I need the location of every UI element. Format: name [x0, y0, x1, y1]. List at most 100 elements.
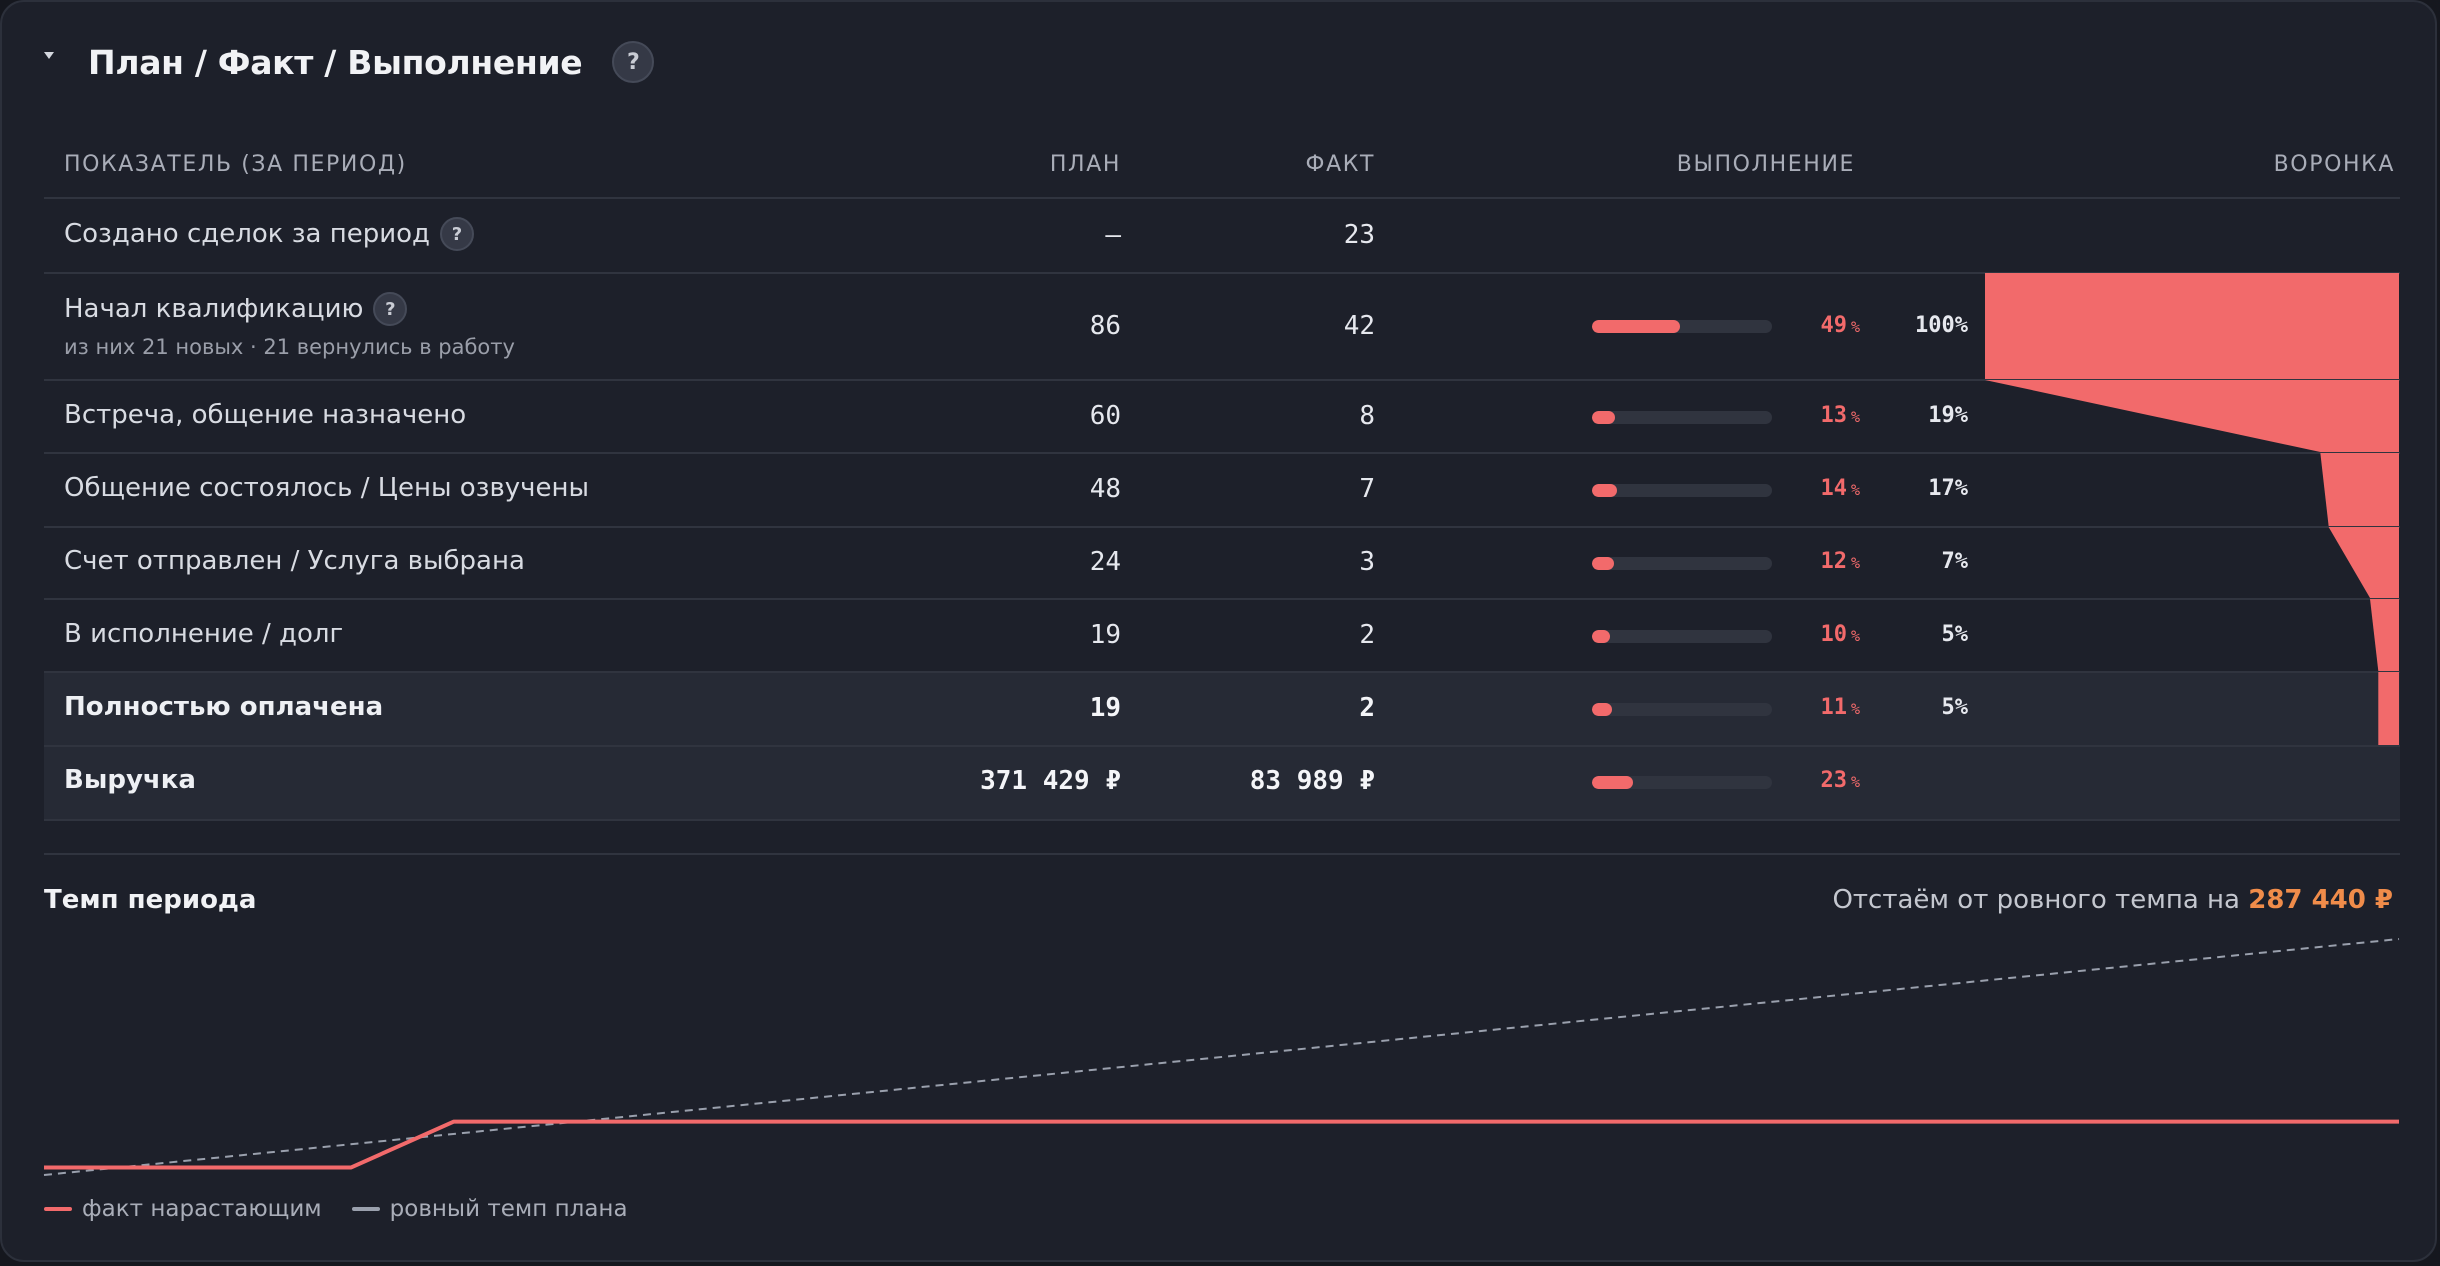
row-label: Выручка [64, 765, 196, 795]
percent-unit: % [1850, 627, 1860, 645]
progress-fill [1592, 411, 1616, 424]
row-label: Полностью оплачена [64, 692, 384, 722]
funnel-conversion: 5% [1941, 695, 1969, 720]
funnel-segment [2370, 599, 2399, 671]
funnel-segment [2378, 672, 2399, 745]
divider [44, 819, 2400, 821]
fact-value: 83 989 ₽ [1249, 766, 1375, 796]
divider [44, 197, 2400, 199]
progress-fill [1592, 630, 1610, 643]
funnel-conversion: 7% [1941, 549, 1969, 574]
row-label: Встреча, общение назначено [64, 400, 467, 430]
completion-value: 23 [1820, 768, 1847, 793]
fact-value: 42 [1343, 311, 1375, 341]
progress-bar [1592, 703, 1772, 716]
plan-value: 19 [1089, 693, 1121, 723]
table-row: Выручка [64, 765, 196, 795]
completion-percent: 13% [1750, 403, 1860, 428]
completion-value: 12 [1820, 549, 1847, 574]
fact-cumulative-line [44, 1119, 2399, 1170]
completion-value: 14 [1820, 476, 1847, 501]
row-label: В исполнение / долг [64, 619, 344, 649]
progress-fill [1592, 703, 1612, 716]
help-icon[interactable]: ? [440, 217, 475, 251]
completion-percent: 10% [1750, 622, 1860, 647]
header-completion: ВЫПОЛНЕНИЕ [1676, 152, 1855, 177]
divider [44, 272, 2400, 274]
fact-value: 2 [1359, 620, 1375, 650]
progress-fill [1592, 557, 1614, 570]
plan-value: — [1105, 220, 1121, 250]
header-plan: ПЛАН [1049, 152, 1121, 177]
header-fact: ФАКТ [1305, 152, 1375, 177]
legend-fact-label: факт нарастающим [82, 1196, 322, 1222]
funnel-conversion: 17% [1928, 476, 1968, 501]
progress-bar [1592, 320, 1772, 333]
table-row: В исполнение / долг [64, 619, 343, 649]
legend-fact-swatch [44, 1207, 72, 1211]
divider [44, 598, 2400, 600]
progress-bar [1592, 484, 1772, 497]
completion-percent: 11% [1750, 695, 1860, 720]
divider [44, 526, 2400, 528]
funnel-segment [2320, 453, 2399, 526]
row-label: Начал квалификацию [64, 294, 364, 324]
plan-value: 19 [1089, 620, 1121, 650]
legend-plan-swatch [351, 1207, 380, 1211]
progress-fill [1592, 776, 1634, 789]
percent-unit: % [1850, 318, 1860, 336]
plan-value: 60 [1089, 401, 1121, 431]
lag-text: Отстаём от ровного темпа на [1832, 885, 2240, 915]
table-row: Встреча, общение назначено [64, 400, 466, 430]
panel-header: План / Факт / Выполнение ? [44, 32, 655, 92]
progress-fill [1592, 320, 1681, 333]
completion-value: 10 [1820, 622, 1847, 647]
row-label: Создано сделок за период [64, 219, 431, 249]
completion-percent: 14% [1750, 476, 1860, 501]
plan-value: 371 429 ₽ [980, 766, 1121, 796]
divider [44, 379, 2400, 381]
plan-value: 48 [1089, 474, 1121, 504]
percent-unit: % [1850, 700, 1860, 718]
help-icon[interactable]: ? [373, 292, 408, 326]
chart-legend: факт нарастающим ровный темп плана [44, 1196, 628, 1222]
divider [44, 745, 2400, 747]
table-row: Начал квалификацию ? [64, 292, 408, 326]
panel-title: План / Факт / Выполнение [88, 42, 583, 82]
fact-value: 7 [1359, 474, 1375, 504]
pace-title: Темп периода [44, 885, 257, 915]
fact-value: 3 [1359, 547, 1375, 577]
collapse-caret-icon[interactable] [44, 51, 54, 59]
plan-value: 86 [1089, 311, 1121, 341]
divider [44, 671, 2400, 673]
fact-value: 8 [1359, 401, 1375, 431]
progress-bar [1592, 557, 1772, 570]
progress-bar [1592, 411, 1772, 424]
row-sublabel: из них 21 новых · 21 вернулись в работу [64, 335, 515, 359]
row-label: Счет отправлен / Услуга выбрана [64, 546, 525, 576]
header-funnel: ВОРОНКА [2273, 152, 2395, 177]
funnel-segment [1985, 273, 2399, 379]
divider [44, 452, 2400, 454]
divider [44, 853, 2400, 855]
funnel-segment [1985, 380, 2399, 452]
progress-bar [1592, 776, 1772, 789]
completion-percent: 23% [1750, 768, 1860, 793]
percent-unit: % [1850, 773, 1860, 791]
fact-value: 2 [1359, 693, 1375, 723]
header-metric: ПОКАЗАТЕЛЬ (ЗА ПЕРИОД) [64, 152, 407, 177]
lag-value: 287 440 ₽ [2248, 885, 2393, 915]
progress-bar [1592, 630, 1772, 643]
help-icon[interactable]: ? [612, 41, 655, 83]
funnel-segment [2328, 527, 2399, 598]
completion-value: 49 [1820, 313, 1847, 338]
pace-lag: Отстаём от ровного темпа на 287 440 ₽ [1832, 885, 2393, 915]
percent-unit: % [1850, 481, 1860, 499]
percent-unit: % [1850, 554, 1860, 572]
completion-value: 13 [1820, 403, 1847, 428]
percent-unit: % [1850, 408, 1860, 426]
completion-percent: 49% [1750, 313, 1860, 338]
